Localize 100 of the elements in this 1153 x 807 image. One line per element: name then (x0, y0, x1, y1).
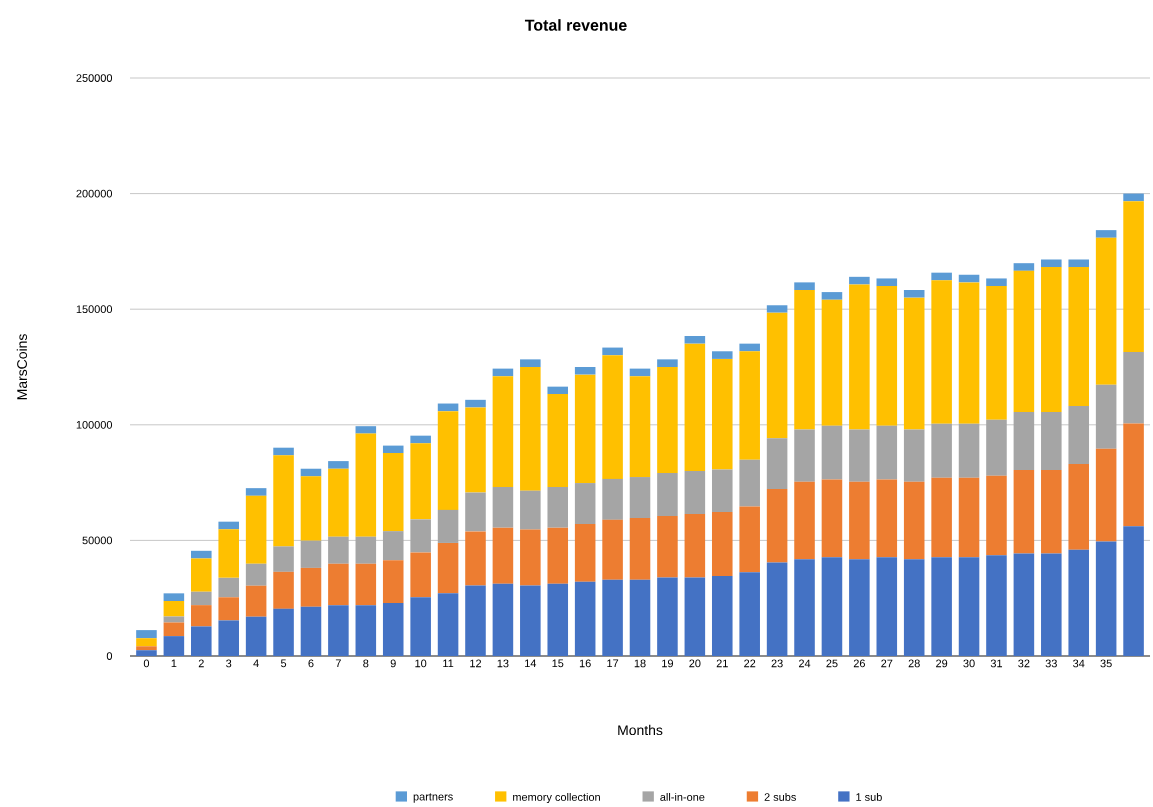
chart-title: Total revenue (524, 19, 627, 31)
bar (273, 455, 294, 547)
bar (903, 559, 925, 656)
bar (657, 359, 678, 367)
bar (739, 351, 760, 460)
x-tick-label: 7 (335, 659, 341, 668)
bar (328, 563, 349, 606)
bar (492, 527, 514, 584)
bar (657, 367, 678, 474)
x-tick-label: 13 (497, 659, 509, 668)
bar (986, 286, 1007, 420)
bar (821, 557, 843, 656)
x-tick-label: 16 (579, 659, 591, 668)
bar (163, 600, 185, 617)
bar (931, 423, 952, 478)
bar (1068, 464, 1090, 550)
bar (273, 447, 294, 456)
x-tick-label: 30 (963, 659, 975, 668)
bar (355, 433, 377, 537)
bar (1123, 193, 1144, 202)
bar (876, 286, 898, 426)
bar (1013, 553, 1035, 656)
y-tick-label: 250000 (76, 74, 113, 82)
bar (382, 445, 404, 453)
x-tick-label: 26 (853, 659, 865, 668)
bar (1095, 448, 1117, 542)
bar (191, 605, 212, 627)
bar (821, 299, 843, 426)
bar (520, 585, 541, 656)
bar (492, 486, 514, 528)
bar (684, 336, 706, 344)
bar (328, 461, 349, 469)
x-tick-label: 33 (1045, 659, 1057, 668)
bar (520, 359, 541, 367)
bar (986, 555, 1007, 656)
bar (163, 622, 185, 637)
bar (574, 483, 596, 524)
bar (574, 581, 596, 656)
bar (136, 646, 157, 651)
bar (958, 477, 980, 558)
bar (684, 343, 706, 472)
bar (547, 486, 569, 528)
bar (684, 577, 706, 656)
legend-label: partners (413, 793, 453, 803)
bar (657, 515, 678, 578)
bar (191, 591, 212, 606)
x-tick-label: 31 (990, 659, 1003, 668)
bar (876, 479, 898, 558)
x-tick-label: 8 (363, 659, 369, 668)
x-tick-label: 24 (798, 659, 811, 668)
legend-label: all-in-one (660, 792, 705, 801)
x-tick-label: 18 (634, 659, 646, 668)
bar (492, 376, 514, 487)
bar (766, 312, 788, 439)
bar (1041, 267, 1062, 413)
bar (1123, 201, 1144, 352)
y-tick-label: 50000 (82, 536, 113, 545)
bar (191, 550, 212, 559)
bar (382, 560, 404, 604)
bar (958, 282, 980, 424)
bar (1068, 259, 1090, 268)
bar (245, 488, 267, 496)
bar (273, 608, 294, 656)
bar (520, 367, 541, 491)
bar (849, 559, 870, 656)
bar (1013, 263, 1035, 271)
bar (465, 492, 486, 532)
y-tick-label: 150000 (76, 305, 113, 314)
bar (492, 583, 514, 656)
x-tick-label: 22 (744, 659, 756, 668)
bar (876, 425, 898, 480)
bar (465, 531, 486, 586)
bar (245, 585, 267, 617)
bar (1068, 267, 1090, 407)
bar (191, 626, 212, 656)
x-tick-label: 28 (908, 659, 920, 668)
bar (465, 585, 486, 656)
bar (410, 597, 431, 656)
bar (328, 605, 349, 656)
bar (1013, 412, 1035, 471)
bar (629, 376, 651, 478)
legend-label: 1 sub (856, 792, 882, 801)
bar (821, 292, 843, 300)
bar (437, 593, 459, 656)
bar (711, 351, 733, 359)
bar (410, 435, 431, 444)
bar (355, 426, 377, 434)
bar (355, 536, 377, 564)
x-tick-label: 1 (171, 659, 177, 668)
x-tick-label: 23 (771, 659, 783, 668)
x-tick-label: 34 (1073, 659, 1085, 668)
bar (958, 423, 980, 478)
bar (849, 481, 870, 560)
bar (766, 305, 788, 313)
bar (766, 438, 788, 490)
bar (1095, 384, 1117, 449)
bar (574, 374, 596, 484)
bar (300, 567, 322, 607)
bar (711, 358, 733, 470)
bar (903, 429, 925, 482)
